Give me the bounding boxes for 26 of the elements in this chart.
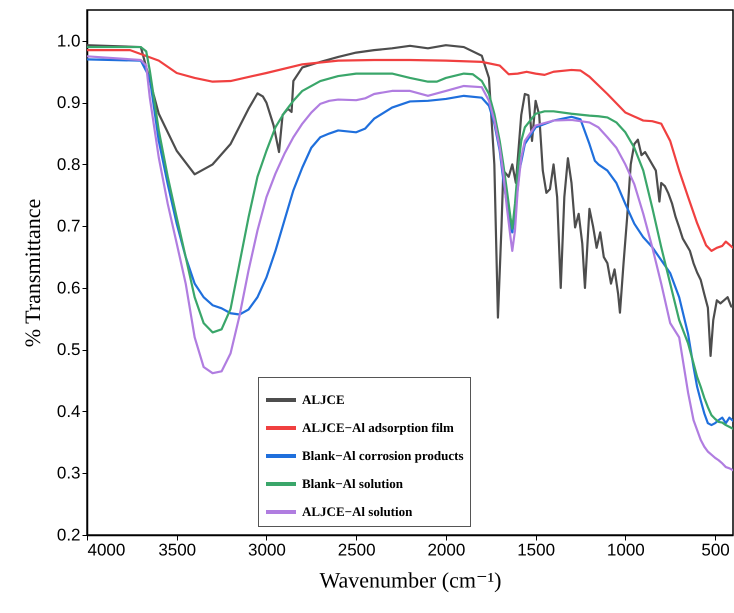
y-tick-label: 0.8 — [56, 154, 80, 174]
x-tick-label: 1000 — [606, 540, 645, 560]
legend-label: ALJCE — [302, 392, 345, 407]
x-tick-label: 3500 — [158, 540, 196, 560]
legend-label: Blank−Al solution — [302, 476, 404, 491]
x-tick-label: 3000 — [248, 540, 286, 560]
y-tick-label: 0.3 — [56, 464, 80, 483]
legend-label: ALJCE−Al solution — [302, 504, 414, 519]
y-tick-label: 0.2 — [56, 526, 80, 544]
y-tick-label: 0.9 — [56, 93, 80, 112]
x-tick-label: 2500 — [338, 540, 376, 560]
line-series — [87, 49, 733, 252]
x-tick-label: 2000 — [427, 540, 466, 560]
line-series — [87, 44, 733, 357]
x-tick-label: 4000 — [88, 540, 126, 560]
x-tick-label: 1500 — [517, 540, 556, 560]
x-tick-label: 500 — [701, 540, 730, 560]
x-axis-title: Wavenumber (cm⁻¹) — [320, 568, 502, 592]
y-tick-label: 1.0 — [56, 31, 80, 50]
y-tick-label: 0.6 — [56, 278, 80, 298]
y-tick-label: 0.4 — [56, 402, 80, 421]
y-axis-title: % Transmittance — [20, 198, 45, 348]
legend-label: Blank−Al corrosion products — [302, 448, 464, 463]
y-tick-label: 0.5 — [56, 340, 80, 360]
y-tick-label: 0.7 — [56, 216, 80, 236]
legend-label: ALJCE−Al adsorption film — [302, 420, 454, 435]
